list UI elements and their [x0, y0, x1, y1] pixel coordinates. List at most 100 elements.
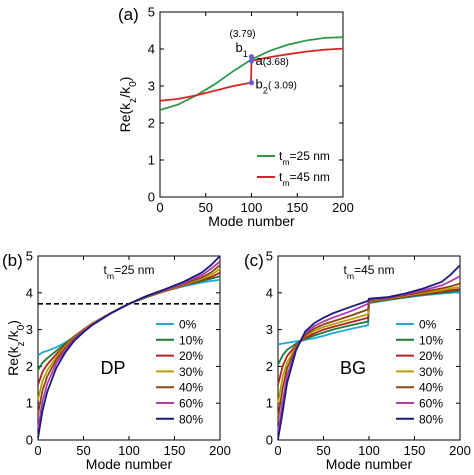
x-tick-label: 150 — [404, 443, 426, 458]
x-tick-label: 100 — [358, 443, 380, 458]
series-line-2 — [277, 288, 461, 386]
subscript: 0 — [128, 81, 139, 87]
panel-title: tm=45 nm — [344, 263, 395, 281]
y-tick-label: 0 — [26, 433, 33, 448]
y-tick-label: 3 — [148, 79, 155, 94]
text-span: Re(k — [5, 345, 21, 376]
x-tick-label: 150 — [164, 443, 186, 458]
x-axis-label: Mode number — [326, 456, 413, 472]
series-line-3 — [277, 286, 461, 404]
panel-label: (c) — [244, 251, 264, 270]
y-tick-label: 5 — [26, 249, 33, 264]
series-line-6 — [37, 255, 221, 439]
y-tick-label: 5 — [266, 249, 273, 264]
legend-entry-1: tm=45 nm — [279, 170, 330, 188]
legend-entry-2: 20% — [419, 349, 443, 363]
legend-entry-5: 60% — [179, 397, 203, 411]
panel-a: 0 50 100 150 200 0 1 2 3 4 5 Mode number Re(kz/k0) (a… — [117, 5, 354, 230]
x-tick-label: 0 — [156, 200, 163, 215]
y-tick-label: 4 — [266, 285, 273, 300]
subscript: 1 — [243, 49, 248, 59]
panel-title: tm=25 nm — [104, 263, 155, 281]
subscript: 2 — [263, 86, 268, 96]
marker-point-0 — [248, 54, 255, 60]
y-tick-label: 3 — [266, 322, 273, 337]
x-tick-label: 50 — [316, 443, 330, 458]
subscript: z — [16, 341, 27, 346]
text-span: t — [279, 149, 283, 163]
legend-entry-1: 10% — [179, 333, 203, 347]
annotation-b2-value: ( 3.09) — [268, 81, 297, 92]
x-tick-label: 200 — [449, 443, 471, 458]
x-tick-label: 200 — [332, 200, 354, 215]
legend-entry-4: 40% — [419, 381, 443, 395]
text-span: =45 nm — [290, 170, 330, 184]
x-tick-label: 200 — [209, 443, 231, 458]
legend-entry-2: 20% — [179, 349, 203, 363]
panel-label: (a) — [118, 5, 139, 24]
text-span: ) — [117, 77, 133, 82]
legend-entry-0: tm=25 nm — [279, 149, 330, 167]
subscript: m — [282, 157, 289, 167]
x-axis-label: Mode number — [86, 456, 173, 472]
panel-label: (b) — [2, 251, 23, 270]
x-tick-label: 50 — [199, 200, 213, 215]
legend-entry-1: 10% — [419, 333, 443, 347]
y-tick-label: 1 — [26, 396, 33, 411]
y-tick-label: 2 — [148, 116, 155, 131]
text-span: Re(k — [117, 102, 133, 133]
text-span: t — [344, 263, 348, 277]
y-tick-label: 5 — [148, 5, 155, 20]
legend-entry-0: 0% — [179, 318, 197, 332]
legend-entry-4: 40% — [179, 381, 203, 395]
annotation-a: a(3.68) — [256, 53, 289, 68]
annotation-b1: b1 — [236, 40, 248, 59]
series-line-6 — [277, 264, 461, 440]
x-tick-label: 100 — [118, 443, 140, 458]
subscript: m — [347, 271, 354, 281]
subscript: m — [107, 271, 114, 281]
annotation-a-value: (3.68) — [263, 57, 289, 68]
panel-b: 0 50 100 150 200 0 1 2 3 4 5 Mode number Re(kz/k0) (b… — [2, 249, 231, 473]
text-span: t — [104, 263, 108, 277]
y-axis-label: Re(kz/k0) — [5, 320, 27, 376]
y-tick-label: 4 — [148, 42, 155, 57]
series-line-1 — [159, 47, 344, 102]
inner-label: DP — [100, 358, 125, 378]
text-span: t — [279, 170, 283, 184]
text-span: a — [256, 53, 264, 68]
text-span: =45 nm — [354, 263, 394, 277]
legend-entry-0: 0% — [419, 318, 437, 332]
text-span: /k — [5, 329, 21, 341]
legend-entry-5: 60% — [419, 397, 443, 411]
inner-label: BG — [340, 358, 366, 378]
legend-entry-3: 30% — [179, 365, 203, 379]
x-axis-label: Mode number — [208, 213, 295, 229]
annotation-b2: b2( 3.09) — [256, 77, 297, 96]
x-tick-label: 100 — [241, 200, 263, 215]
y-tick-label: 2 — [26, 359, 33, 374]
marker-point-2 — [248, 80, 255, 86]
subscript: z — [128, 98, 139, 103]
y-tick-label: 4 — [26, 285, 33, 300]
marker-point-1 — [248, 58, 255, 64]
text-span: /k — [117, 86, 133, 98]
y-tick-label: 2 — [266, 359, 273, 374]
subscript: m — [282, 178, 289, 188]
x-tick-label: 0 — [34, 443, 41, 458]
x-tick-label: 50 — [76, 443, 90, 458]
y-tick-label: 3 — [26, 322, 33, 337]
text-span: =25 nm — [114, 263, 154, 277]
text-span: ) — [5, 320, 21, 325]
panel-c: 0 50 100 150 200 0 1 2 3 4 5 Mode number (c) tm=45 nm… — [244, 249, 471, 473]
y-tick-label: 0 — [266, 433, 273, 448]
legend-entry-6: 80% — [179, 412, 203, 426]
text-span: b — [236, 40, 243, 55]
y-axis-label: Re(kz/k0) — [117, 77, 139, 133]
x-tick-label: 0 — [274, 443, 281, 458]
y-tick-label: 1 — [148, 153, 155, 168]
text-span: =25 nm — [290, 149, 330, 163]
legend-entry-6: 80% — [419, 412, 443, 426]
x-tick-label: 150 — [286, 200, 308, 215]
y-tick-label: 1 — [266, 396, 273, 411]
